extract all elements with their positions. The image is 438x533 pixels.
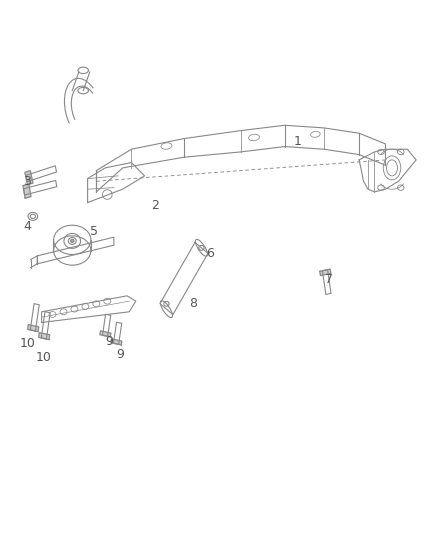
- Polygon shape: [39, 333, 49, 340]
- Text: 6: 6: [206, 247, 214, 260]
- Polygon shape: [25, 171, 33, 185]
- Ellipse shape: [71, 239, 74, 243]
- Polygon shape: [111, 339, 122, 345]
- Text: 2: 2: [152, 199, 159, 212]
- Text: 8: 8: [189, 297, 197, 310]
- Text: 9: 9: [117, 348, 124, 361]
- Text: 10: 10: [36, 351, 52, 364]
- Text: 1: 1: [294, 135, 302, 148]
- Text: 5: 5: [90, 225, 98, 238]
- Text: 7: 7: [325, 273, 332, 286]
- Text: 3: 3: [23, 175, 31, 188]
- Text: 4: 4: [23, 220, 31, 233]
- Polygon shape: [28, 325, 39, 332]
- Text: 10: 10: [19, 337, 35, 350]
- Polygon shape: [320, 269, 331, 276]
- Polygon shape: [100, 331, 111, 337]
- Polygon shape: [23, 184, 31, 198]
- Text: 9: 9: [106, 335, 113, 348]
